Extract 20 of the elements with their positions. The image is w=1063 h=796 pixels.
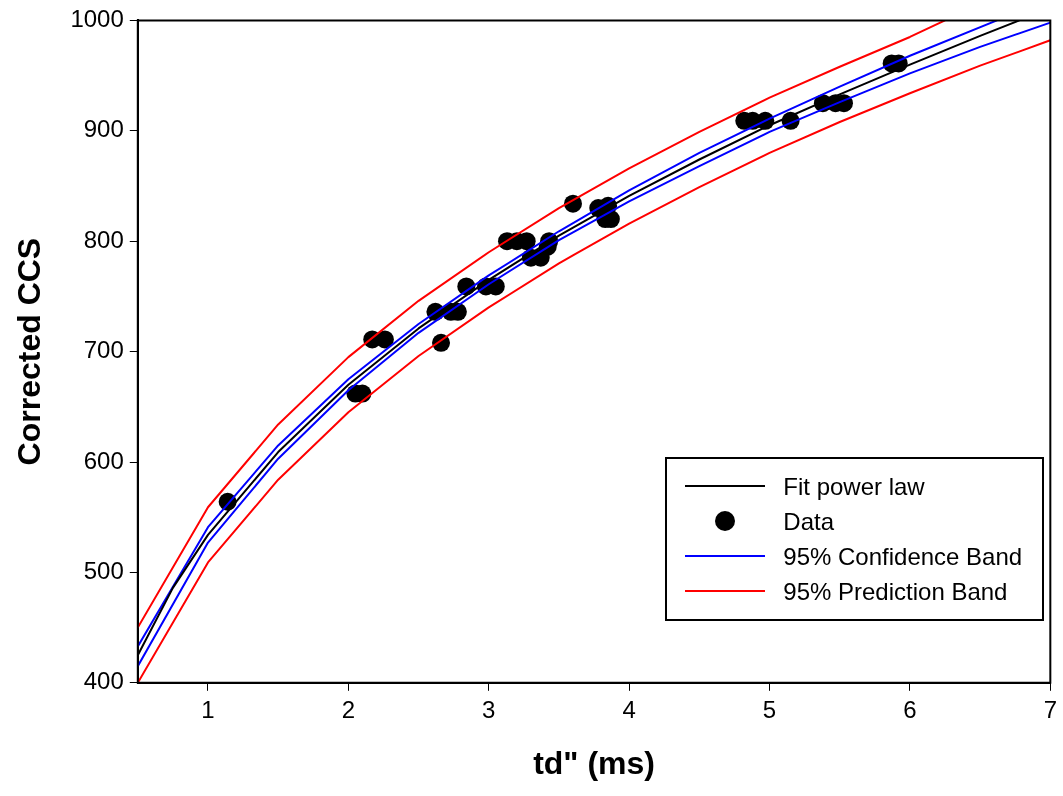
y-tick-label: 900	[83, 115, 124, 143]
y-tick-label: 500	[83, 557, 124, 585]
legend-label: 95% Prediction Band	[783, 576, 1008, 607]
legend-label: Data	[783, 506, 835, 537]
y-axis-title: Corrected CCS	[11, 237, 48, 466]
y-tick-label: 1000	[70, 5, 124, 33]
y-tick-label: 600	[83, 446, 124, 474]
x-tick-label: 5	[762, 695, 777, 723]
x-tick-label: 3	[482, 695, 496, 723]
x-tick-label: 6	[903, 695, 917, 723]
legend-label: Fit power law	[783, 471, 925, 502]
x-tick-label: 2	[341, 695, 356, 723]
x-tick-label: 7	[1043, 695, 1058, 723]
x-tick-label: 4	[622, 695, 636, 723]
y-tick-label: 400	[83, 667, 124, 695]
legend-label: 95% Confidence Band	[783, 541, 1023, 572]
x-axis-title: td" (ms)	[533, 744, 655, 781]
y-tick-label: 700	[83, 336, 124, 364]
y-tick-label: 800	[83, 225, 124, 253]
x-tick-label: 1	[201, 695, 215, 723]
